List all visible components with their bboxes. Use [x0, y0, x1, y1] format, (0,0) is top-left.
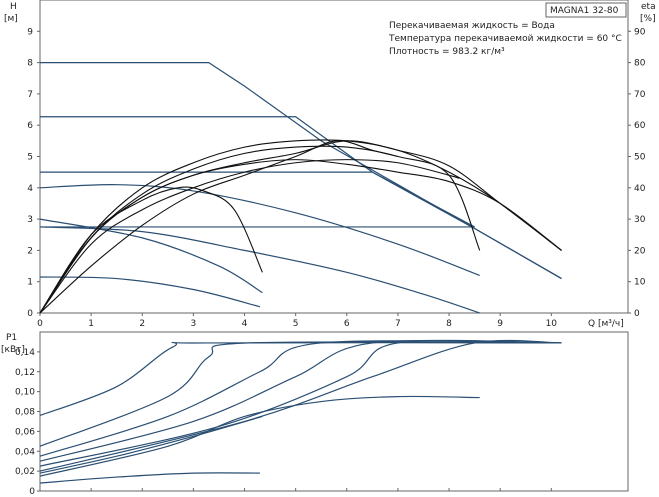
power-curve [39, 339, 562, 462]
y-axis-title-right: eta [641, 2, 656, 12]
efficiency-curve [39, 145, 481, 314]
y-tick-label: 6 [27, 121, 33, 131]
model-box-label: MAGNA1 32-80 [550, 6, 619, 16]
power-curve [39, 341, 562, 447]
y-tick-label: 3 [27, 215, 33, 225]
power-curve [39, 340, 562, 457]
power-curve [39, 339, 562, 467]
y-right-tick-label: 0 [634, 309, 640, 319]
head-curves [39, 62, 562, 314]
efficiency-curve [39, 139, 562, 314]
y-right-tick-label: 60 [634, 121, 646, 131]
power-tick-label: 0,14 [15, 348, 35, 358]
power-curve [39, 395, 480, 477]
head-curve [40, 62, 562, 280]
x-tick-label: 3 [191, 319, 197, 329]
efficiency-curve [39, 186, 263, 314]
y-right-tick-label: 40 [634, 184, 646, 194]
y-right-tick-label: 50 [634, 153, 646, 163]
y-tick-label: 9 [27, 27, 33, 37]
head-axis-ticks: 0 1 2 3 4 5 6 7 8 9 100123456789010203040506070809… [27, 27, 645, 329]
x-tick-label: 5 [293, 319, 299, 329]
x-tick-label: 8 [446, 319, 452, 329]
x-tick-label: 1 [88, 319, 94, 329]
x-axis-title: Q [м³/ч] [588, 319, 624, 329]
y-tick-label: 4 [27, 184, 33, 194]
efficiency-curve [39, 159, 460, 314]
head-curve [39, 276, 261, 308]
y-tick-label: 1 [27, 278, 33, 288]
y-axis-unit-right: [%] [640, 14, 656, 24]
power-axis-unit: [кВт] [1, 345, 25, 355]
power-curves [39, 339, 562, 484]
power-tick-label: 0,06 [15, 427, 35, 437]
y-right-tick-label: 20 [634, 246, 646, 256]
y-right-tick-label: 70 [634, 90, 646, 100]
y-right-tick-label: 30 [634, 215, 646, 225]
power-axis-title: P1 [6, 333, 17, 343]
y-axis-title-left: H [10, 2, 17, 12]
x-tick-label: 6 [344, 319, 350, 329]
model-box [545, 2, 627, 18]
y-tick-label: 8 [27, 59, 33, 69]
x-tick-label: 7 [395, 319, 401, 329]
head-curve [39, 226, 480, 314]
y-right-tick-label: 10 [634, 278, 646, 288]
efficiency-curve [39, 140, 399, 314]
head-curve [39, 184, 480, 277]
info-line-liquid: Перекачиваемая жидкость = Вода [389, 21, 555, 31]
power-axis-ticks: 0 0,02 0,04 0,06 0,08 0,10 0,12 0,14 [15, 348, 552, 497]
power-tick-label: 0,02 [15, 467, 35, 477]
y-tick-label: 5 [27, 153, 33, 163]
x-tick-label: 2 [139, 319, 145, 329]
x-tick-label: 4 [242, 319, 248, 329]
x-tick-label: 0 [37, 319, 43, 329]
power-curve [39, 472, 260, 484]
efficiency-curves [39, 139, 562, 314]
efficiency-curve [39, 159, 562, 314]
power-tick-label: 0,08 [15, 408, 35, 418]
x-tick-label: 10 [546, 319, 558, 329]
y-tick-label: 2 [27, 246, 33, 256]
power-tick-label: 0,04 [15, 447, 35, 457]
power-curve [39, 341, 562, 417]
info-line-temperature: Температура перекачиваемой жидкости = 60… [388, 34, 622, 44]
x-tick-label: 9 [497, 319, 503, 329]
y-tick-label: 0 [27, 309, 33, 319]
y-axis-unit-left: [м] [4, 14, 18, 24]
power-tick-label: 0 [29, 487, 35, 497]
power-tick-label: 0,12 [15, 368, 35, 378]
head-curve [40, 171, 475, 228]
y-right-tick-label: 90 [634, 27, 646, 37]
power-curve [39, 415, 263, 474]
y-right-tick-label: 80 [634, 59, 646, 69]
power-tick-label: 0,10 [15, 388, 35, 398]
y-tick-label: 7 [27, 90, 33, 100]
info-line-density: Плотность = 983.2 кг/м³ [389, 47, 505, 57]
head-curve [39, 218, 263, 294]
power-plot-frame [39, 331, 629, 492]
power-curve [39, 339, 562, 472]
